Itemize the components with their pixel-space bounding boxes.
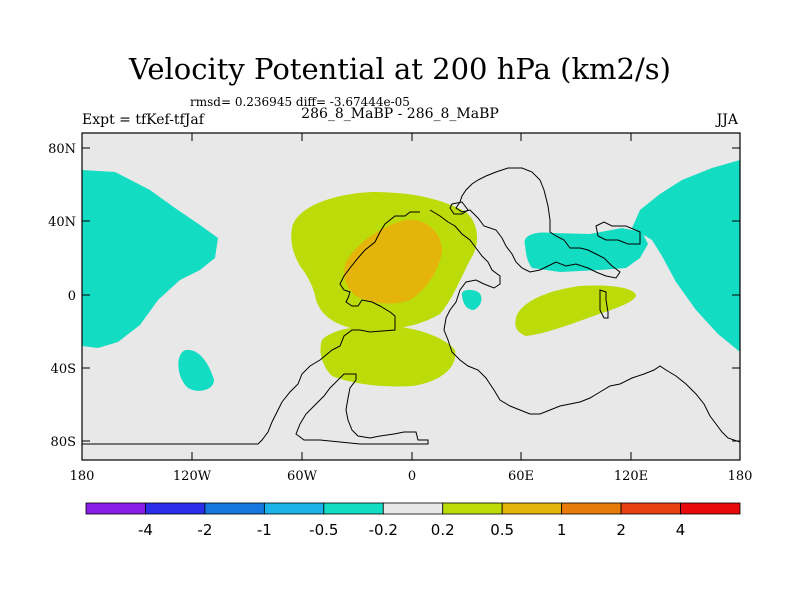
colorbar: -4 -2 -1 -0.5 -0.2 0.2 0.5 1 2 4 xyxy=(85,502,741,539)
colorbar-label: -1 xyxy=(257,521,272,539)
x-tick-label: 120E xyxy=(614,469,648,484)
map-area xyxy=(82,133,740,460)
coast-greenland xyxy=(449,201,469,215)
colorbar-swatch xyxy=(501,502,563,515)
colorbar-swatch xyxy=(204,502,265,515)
colorbar-label: 0.5 xyxy=(490,521,514,539)
colorbar-swatch xyxy=(382,502,444,515)
coast-south-america xyxy=(295,373,429,445)
coast-europe-africa xyxy=(429,209,740,443)
season-label: JJA xyxy=(716,112,738,128)
y-tick-label: 80N xyxy=(48,142,76,157)
neg-region-west-pacific xyxy=(82,170,218,348)
x-tick-label: 180 xyxy=(70,469,95,484)
coast-americas xyxy=(82,211,420,445)
colorbar-label: -2 xyxy=(197,521,212,539)
colorbar-label: 4 xyxy=(676,521,686,539)
colorbar-label: 1 xyxy=(557,521,567,539)
y-tick-label: 40N xyxy=(48,215,76,230)
plot-title: Velocity Potential at 200 hPa (km2/s) xyxy=(129,52,671,86)
colorbar-swatch xyxy=(323,502,384,515)
colorbar-swatch xyxy=(561,502,622,515)
x-tick-label: 120W xyxy=(173,469,212,484)
strong-pos-region xyxy=(344,219,442,304)
x-tick-label: 180 xyxy=(728,469,753,484)
subtitle: 286_8_MaBP - 286_8_MaBP xyxy=(301,106,499,122)
map-frame xyxy=(81,132,741,461)
colorbar-label: -0.2 xyxy=(369,521,398,539)
coast-japan xyxy=(595,221,641,245)
experiment-label: Expt = tfKef-tfJaf xyxy=(82,112,204,128)
coast-indonesia xyxy=(599,289,609,319)
colorbar-swatch xyxy=(442,502,503,515)
x-tick-label: 60E xyxy=(508,469,534,484)
neg-region-east-pacific xyxy=(632,160,740,352)
colorbar-label: 2 xyxy=(616,521,626,539)
colorbar-label: 0.2 xyxy=(431,521,455,539)
colorbar-swatch xyxy=(680,502,741,515)
x-tick-label: 0 xyxy=(408,469,416,484)
pos-region-south-atlantic xyxy=(320,325,456,387)
neg-region-south-pacific xyxy=(178,349,214,391)
x-axis-labels: 180 120W 60W 0 60E 120E 180 xyxy=(70,469,753,484)
colorbar-label: -4 xyxy=(138,521,153,539)
neg-region-africa-small xyxy=(461,289,482,310)
y-tick-label: 40S xyxy=(51,362,76,377)
coastlines xyxy=(82,167,740,445)
colorbar-swatch xyxy=(263,502,325,515)
colorbar-label: -0.5 xyxy=(309,521,338,539)
x-tick-label: 60W xyxy=(287,469,318,484)
y-tick-label: 0 xyxy=(68,289,76,304)
colorbar-swatch xyxy=(620,502,681,515)
y-axis-labels: 80N 40N 0 40S 80S xyxy=(48,142,76,450)
stats-text: rmsd= 0.236945 diff= -3.67444e-05 xyxy=(190,95,410,109)
coast-asia xyxy=(455,167,621,279)
colorbar-swatch xyxy=(85,502,146,515)
axis-ticks xyxy=(81,133,741,460)
colorbar-swatch xyxy=(145,502,206,515)
y-tick-label: 80S xyxy=(51,435,76,450)
